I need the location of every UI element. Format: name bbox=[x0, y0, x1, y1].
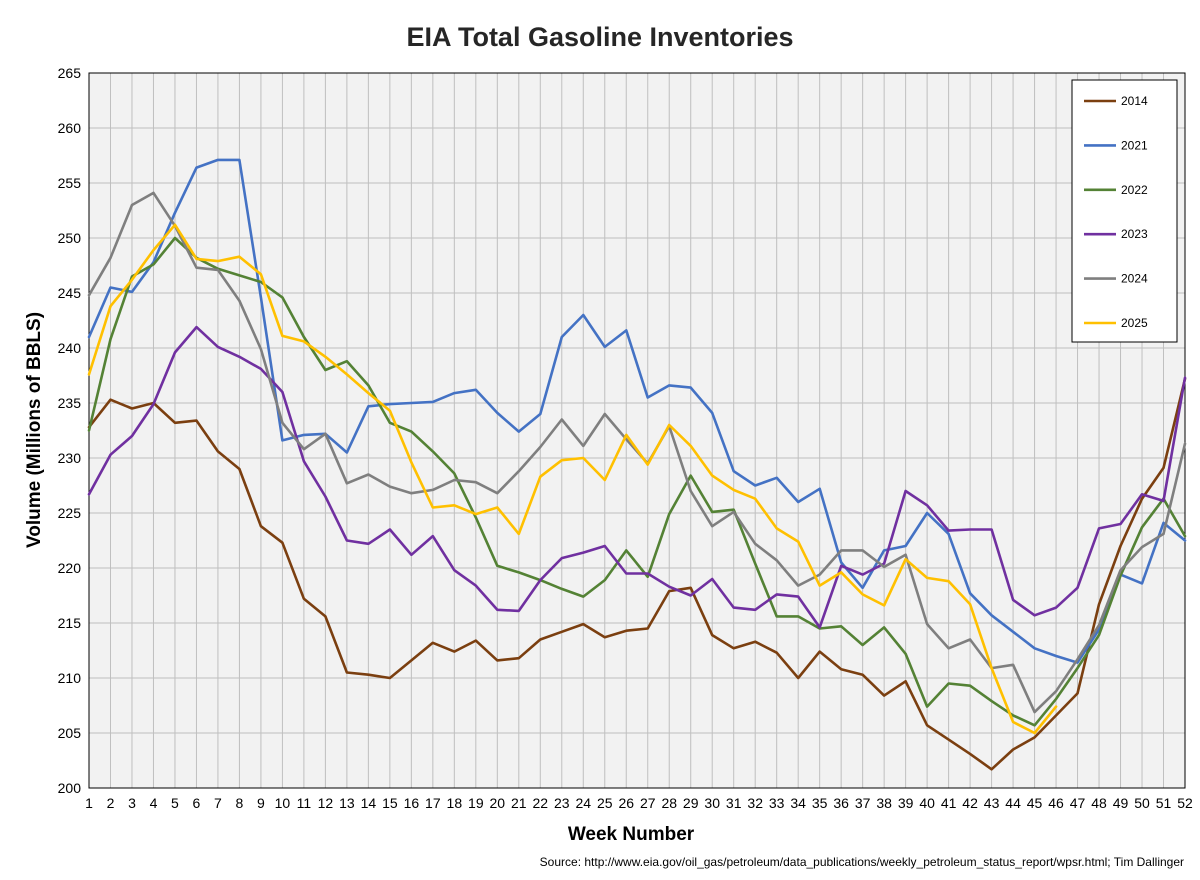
chart-title: EIA Total Gasoline Inventories bbox=[406, 22, 793, 52]
y-tick-label: 200 bbox=[58, 780, 82, 796]
y-tick-label: 255 bbox=[58, 175, 82, 191]
y-tick-label: 225 bbox=[58, 505, 82, 521]
x-tick-label: 49 bbox=[1113, 795, 1129, 811]
x-tick-label: 33 bbox=[769, 795, 785, 811]
x-tick-label: 38 bbox=[876, 795, 892, 811]
x-tick-label: 11 bbox=[297, 795, 312, 811]
x-tick-label: 27 bbox=[640, 795, 656, 811]
x-tick-label: 12 bbox=[318, 795, 334, 811]
y-tick-label: 210 bbox=[58, 670, 82, 686]
gridlines bbox=[88, 72, 1186, 789]
y-tick-label: 215 bbox=[58, 615, 82, 631]
x-tick-label: 28 bbox=[661, 795, 677, 811]
y-tick-label: 245 bbox=[58, 285, 82, 301]
x-tick-label: 20 bbox=[490, 795, 506, 811]
y-axis-ticks: 200 205 210 215 220 225 230 235 240 245 250 255 260 2… bbox=[58, 65, 82, 796]
legend-box bbox=[1071, 79, 1178, 343]
x-tick-label: 8 bbox=[236, 795, 244, 811]
x-tick-label: 4 bbox=[150, 795, 158, 811]
series-lines bbox=[87, 158, 1187, 771]
x-tick-label: 30 bbox=[704, 795, 720, 811]
y-tick-label: 235 bbox=[58, 395, 82, 411]
legend-label-2014: 2014 bbox=[1121, 94, 1148, 108]
x-tick-label: 21 bbox=[511, 795, 527, 811]
x-tick-label: 34 bbox=[790, 795, 806, 811]
y-tick-label: 220 bbox=[58, 560, 82, 576]
legend-entries: 2014 2021 2022 2023 2024 2025 bbox=[1084, 94, 1148, 330]
x-tick-label: 24 bbox=[575, 795, 591, 811]
x-tick-label: 40 bbox=[919, 795, 935, 811]
x-tick-label: 44 bbox=[1005, 795, 1021, 811]
x-tick-label: 39 bbox=[898, 795, 914, 811]
legend-label-2025: 2025 bbox=[1121, 316, 1148, 330]
y-axis-title: Volume (Millions of BBLS) bbox=[24, 312, 45, 548]
legend: 2014 2021 2022 2023 2024 2025 bbox=[1071, 79, 1178, 343]
x-tick-label: 26 bbox=[618, 795, 634, 811]
x-tick-label: 52 bbox=[1177, 795, 1193, 811]
x-tick-label: 6 bbox=[193, 795, 201, 811]
x-tick-label: 23 bbox=[554, 795, 570, 811]
x-tick-label: 14 bbox=[361, 795, 377, 811]
x-tick-label: 29 bbox=[683, 795, 699, 811]
x-tick-label: 41 bbox=[941, 795, 957, 811]
x-axis-ticks: 1 2 3 4 5 6 7 8 9 10 11 12 13 14 15 16 17 18 19 20 21 22 23 24 2… bbox=[85, 795, 1193, 811]
x-tick-label: 36 bbox=[833, 795, 849, 811]
legend-label-2021: 2021 bbox=[1121, 138, 1148, 152]
series-line-2021 bbox=[87, 158, 1187, 664]
legend-label-2024: 2024 bbox=[1121, 272, 1148, 286]
x-tick-label: 10 bbox=[275, 795, 291, 811]
x-tick-label: 9 bbox=[257, 795, 265, 811]
legend-label-2023: 2023 bbox=[1121, 227, 1148, 241]
y-tick-label: 265 bbox=[58, 65, 82, 81]
series-line-2023 bbox=[87, 325, 1187, 629]
x-axis-title: Week Number bbox=[568, 824, 695, 845]
x-tick-label: 5 bbox=[171, 795, 179, 811]
x-tick-label: 17 bbox=[425, 795, 441, 811]
x-tick-label: 50 bbox=[1134, 795, 1150, 811]
y-tick-label: 205 bbox=[58, 725, 82, 741]
x-tick-label: 47 bbox=[1070, 795, 1086, 811]
x-tick-label: 16 bbox=[404, 795, 420, 811]
x-tick-label: 25 bbox=[597, 795, 613, 811]
x-tick-label: 2 bbox=[107, 795, 115, 811]
x-tick-label: 18 bbox=[447, 795, 463, 811]
x-tick-label: 15 bbox=[382, 795, 398, 811]
series-line-2022 bbox=[87, 236, 1187, 727]
x-tick-label: 43 bbox=[984, 795, 1000, 811]
x-tick-label: 48 bbox=[1091, 795, 1107, 811]
x-tick-label: 31 bbox=[726, 795, 742, 811]
x-tick-label: 35 bbox=[812, 795, 828, 811]
source-note: Source: http://www.eia.gov/oil_gas/petro… bbox=[540, 855, 1184, 869]
x-tick-label: 7 bbox=[214, 795, 222, 811]
x-tick-label: 3 bbox=[128, 795, 136, 811]
y-tick-label: 230 bbox=[58, 450, 82, 466]
x-tick-label: 19 bbox=[468, 795, 484, 811]
x-tick-label: 32 bbox=[747, 795, 763, 811]
series-line-2014 bbox=[87, 377, 1187, 771]
y-tick-label: 240 bbox=[58, 340, 82, 356]
x-tick-label: 13 bbox=[339, 795, 355, 811]
x-tick-label: 42 bbox=[962, 795, 978, 811]
x-tick-label: 37 bbox=[855, 795, 871, 811]
x-tick-label: 46 bbox=[1048, 795, 1064, 811]
x-tick-label: 1 bbox=[85, 795, 93, 811]
x-tick-label: 45 bbox=[1027, 795, 1043, 811]
plot-area bbox=[89, 73, 1185, 788]
x-tick-label: 22 bbox=[533, 795, 549, 811]
y-tick-label: 260 bbox=[58, 120, 82, 136]
x-tick-label: 51 bbox=[1156, 795, 1172, 811]
legend-label-2022: 2022 bbox=[1121, 183, 1148, 197]
series-line-2025 bbox=[87, 223, 1058, 735]
y-tick-label: 250 bbox=[58, 230, 82, 246]
